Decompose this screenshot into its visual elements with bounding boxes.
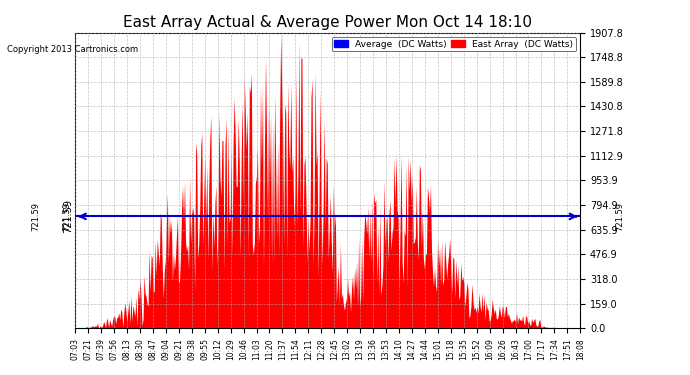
Text: 721.59: 721.59 (63, 200, 73, 233)
Title: East Array Actual & Average Power Mon Oct 14 18:10: East Array Actual & Average Power Mon Oc… (124, 15, 532, 30)
Text: 721.59: 721.59 (615, 202, 624, 231)
Legend: Average  (DC Watts), East Array  (DC Watts): Average (DC Watts), East Array (DC Watts… (332, 37, 575, 51)
Text: 721.59: 721.59 (31, 202, 40, 231)
Text: Copyright 2013 Cartronics.com: Copyright 2013 Cartronics.com (7, 45, 138, 54)
Text: 721.59: 721.59 (63, 202, 72, 231)
